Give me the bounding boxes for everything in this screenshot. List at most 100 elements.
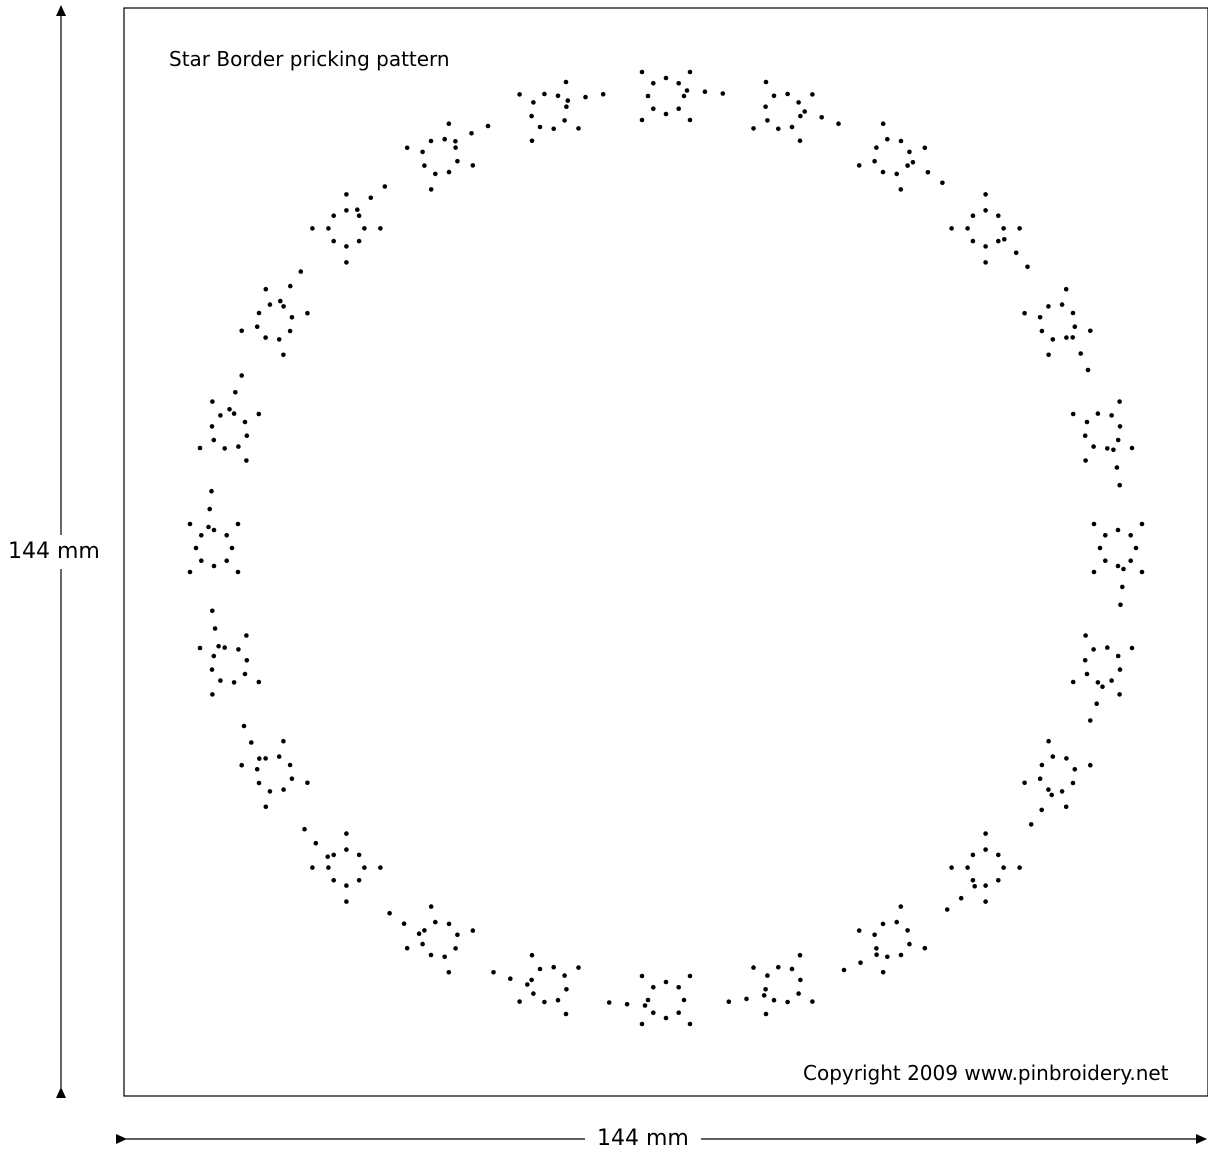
- prick-dot: [949, 865, 954, 870]
- prick-dot: [1084, 419, 1090, 425]
- star-motif: [856, 121, 928, 192]
- prick-dot: [1022, 780, 1027, 786]
- prick-dot: [256, 679, 262, 685]
- prick-dot: [681, 997, 687, 1003]
- prick-dot: [922, 145, 928, 151]
- prick-dot: [763, 104, 768, 109]
- prick-dot: [193, 545, 199, 551]
- connector-dot: [1070, 335, 1075, 340]
- prick-dot: [905, 928, 910, 933]
- prick-dot: [242, 419, 248, 425]
- connector-dot: [624, 1002, 630, 1007]
- connector-dot: [565, 98, 571, 103]
- prick-dot: [1084, 671, 1090, 677]
- prick-dot: [455, 158, 460, 164]
- prick-dot: [1022, 310, 1027, 316]
- prick-dot: [422, 928, 427, 933]
- prick-dot: [263, 335, 268, 340]
- connector-dot: [1117, 482, 1122, 488]
- prick-dot: [199, 558, 204, 563]
- prick-dot: [576, 965, 581, 970]
- connector-dot: [841, 967, 847, 973]
- prick-dot: [687, 117, 693, 123]
- connector-dot: [1002, 237, 1007, 242]
- prick-dot: [211, 563, 217, 569]
- prick-dot: [256, 310, 262, 316]
- connector-dot: [239, 373, 244, 378]
- connector-dot: [206, 524, 211, 530]
- connector-dot: [485, 123, 491, 129]
- star-motif: [1091, 521, 1145, 575]
- prick-dot: [344, 192, 349, 197]
- prick-dot: [224, 558, 229, 563]
- prick-dot: [663, 979, 669, 985]
- prick-dot: [211, 527, 217, 533]
- prick-dot: [281, 352, 286, 358]
- width-dimension-label: 144 mm: [585, 1128, 701, 1150]
- prick-dot: [433, 919, 438, 925]
- prick-dot: [378, 865, 383, 870]
- connector-dot: [288, 283, 293, 289]
- prick-dot: [676, 985, 681, 990]
- prick-dot: [785, 91, 790, 97]
- connector-dot: [606, 1000, 612, 1005]
- connector-dot: [227, 407, 232, 412]
- prick-dot: [344, 899, 349, 904]
- prick-dot: [1017, 865, 1022, 870]
- prick-dot: [885, 136, 890, 142]
- prick-dot: [1095, 680, 1101, 685]
- prick-dot: [651, 1010, 656, 1015]
- prick-dot: [1050, 337, 1056, 342]
- connector-dot: [802, 109, 807, 114]
- prick-dot: [907, 941, 912, 947]
- prick-dot: [1039, 328, 1045, 334]
- connector-dot: [1121, 566, 1126, 572]
- prick-dot: [983, 192, 988, 197]
- prick-dot: [1103, 558, 1108, 563]
- prick-dot: [551, 964, 556, 970]
- connector-dot: [1100, 684, 1105, 689]
- prick-dot: [231, 411, 237, 416]
- prick-dot: [970, 213, 976, 218]
- prick-dot: [1039, 762, 1045, 768]
- prick-dot: [287, 762, 293, 768]
- prick-dot: [639, 1021, 645, 1027]
- prick-dot: [529, 113, 534, 119]
- connector-dot: [925, 170, 931, 175]
- prick-dot: [210, 692, 215, 697]
- prick-dot: [1046, 352, 1051, 358]
- prick-dot: [765, 973, 770, 978]
- prick-dot: [872, 932, 877, 938]
- prick-dot: [1128, 558, 1133, 563]
- star-motif: [404, 121, 476, 192]
- prick-dot: [344, 847, 349, 852]
- prick-dot: [1139, 569, 1145, 575]
- prick-dot: [242, 671, 248, 677]
- prick-dot: [996, 852, 1001, 858]
- connector-dot: [387, 910, 392, 916]
- connector-dot: [313, 840, 319, 846]
- prick-dot: [983, 831, 988, 836]
- prick-dot: [356, 213, 362, 218]
- prick-dot: [1001, 226, 1006, 231]
- prick-dot: [446, 169, 452, 175]
- prick-dot: [639, 973, 645, 979]
- star-motif: [310, 831, 383, 904]
- connector-dot: [233, 390, 238, 395]
- star-motif: [1070, 399, 1135, 463]
- connector-dot: [702, 89, 708, 94]
- star-motif: [310, 192, 383, 265]
- prick-dot: [235, 569, 241, 575]
- prick-dot: [1091, 569, 1097, 575]
- prick-dot: [965, 226, 970, 231]
- prick-dot: [907, 149, 912, 155]
- prick-dot: [563, 1011, 569, 1017]
- pattern-frame: [123, 7, 1208, 1097]
- prick-dot: [651, 985, 656, 990]
- prick-dot: [236, 444, 241, 449]
- height-dimension-label: 144 mm: [8, 535, 100, 569]
- prick-dot: [687, 973, 693, 979]
- prick-dot: [949, 226, 954, 231]
- prick-dot: [537, 966, 543, 972]
- prick-dot: [894, 919, 899, 925]
